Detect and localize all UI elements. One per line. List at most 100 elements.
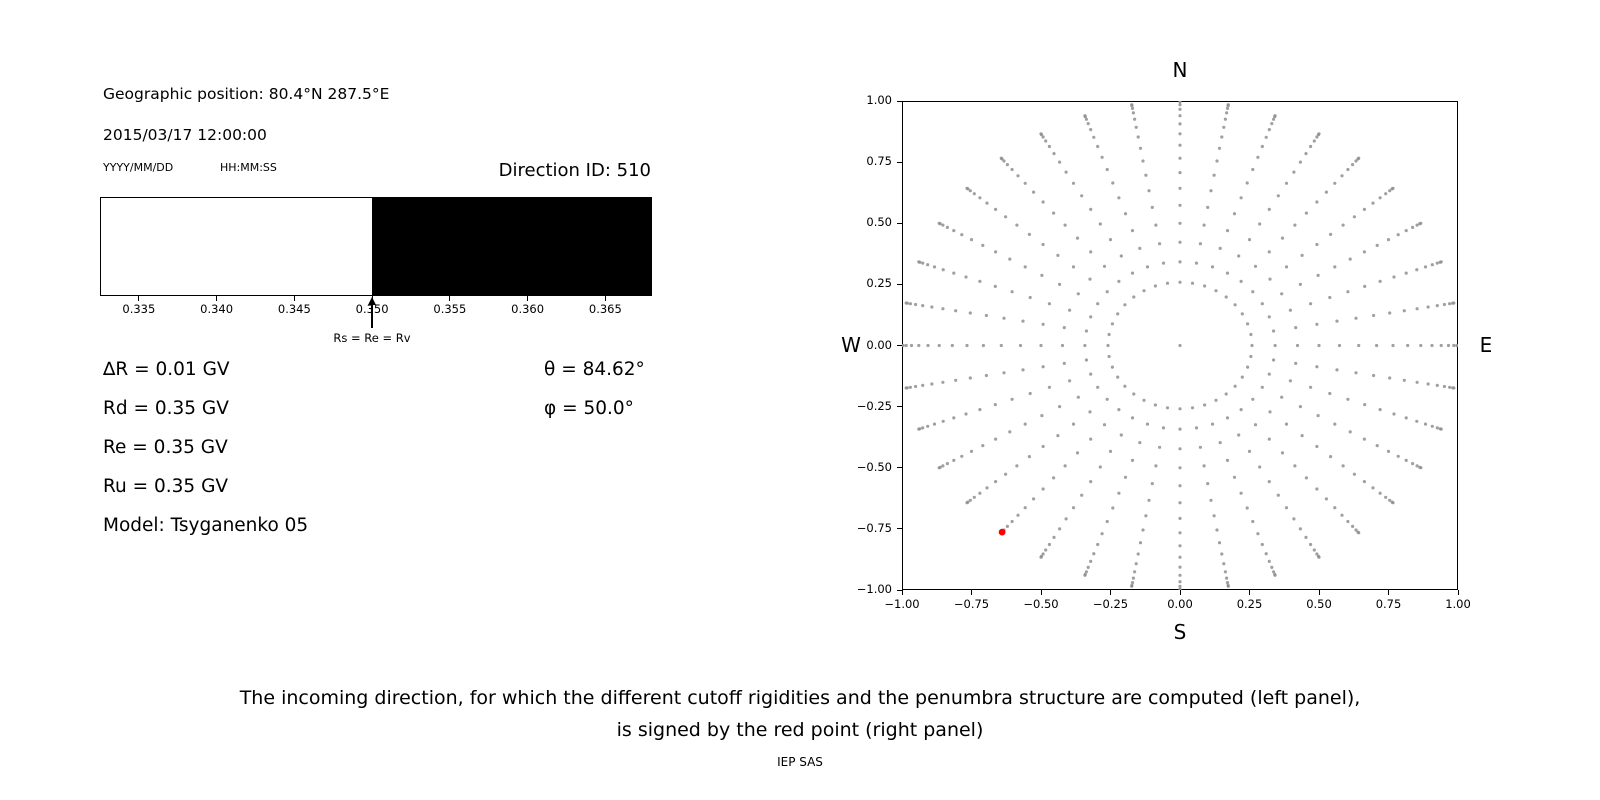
direction-grid-dot: [1315, 365, 1319, 369]
direction-grid-dot: [904, 343, 908, 348]
direction-grid-dot: [909, 343, 914, 348]
time-format-hint: HH:MM:SS: [220, 161, 277, 174]
direction-grid-dot: [1178, 107, 1182, 111]
direction-grid-dot: [1448, 385, 1452, 389]
direction-grid-dot: [1005, 524, 1009, 528]
direction-grid-dot: [1041, 365, 1045, 369]
direction-grid-dot: [1107, 332, 1111, 337]
direction-grid-dot: [1415, 419, 1419, 423]
direction-plot: [902, 101, 1458, 590]
y-tick-label: −0.25: [856, 398, 892, 413]
direction-grid-dot: [1404, 416, 1408, 420]
direction-grid-dot: [1362, 480, 1366, 484]
direction-grid-dot: [1357, 156, 1361, 160]
direction-grid-dot: [1209, 189, 1213, 193]
direction-grid-dot: [1178, 573, 1182, 577]
x-tick-label: −0.50: [1023, 597, 1059, 611]
x-tick-mark: [1249, 590, 1250, 595]
direction-grid-dot: [941, 419, 945, 423]
direction-grid-dot: [969, 238, 974, 242]
direction-grid-dot: [1391, 501, 1395, 505]
direction-grid-dot: [1329, 232, 1333, 236]
direction-grid-dot: [1105, 167, 1109, 172]
direction-grid-dot: [1039, 555, 1043, 559]
direction-grid-dot: [1058, 160, 1062, 164]
direction-grid-dot: [941, 380, 945, 384]
direction-grid-dot: [1226, 584, 1230, 588]
direction-grid-dot: [1372, 313, 1376, 318]
direction-grid-dot: [1132, 295, 1136, 299]
direction-grid-dot: [1392, 275, 1396, 279]
direction-grid-dot: [930, 305, 934, 309]
x-tick-mark: [1110, 590, 1111, 595]
direction-grid-dot: [1439, 260, 1443, 264]
direction-grid-dot: [1194, 426, 1199, 430]
direction-grid-dot: [1346, 397, 1350, 401]
direction-grid-dot: [932, 422, 937, 426]
y-tick-label: −0.50: [856, 459, 892, 474]
direction-grid-dot: [1272, 570, 1276, 574]
direction-grid-dot: [1178, 516, 1182, 520]
direction-grid-dot: [1047, 542, 1051, 547]
direction-grid-dot: [1144, 173, 1148, 177]
direction-grid-dot: [1117, 491, 1121, 495]
credit-text: IEP SAS: [777, 755, 823, 769]
direction-grid-dot: [1063, 464, 1067, 468]
direction-grid-dot: [1386, 238, 1391, 242]
y-tick-label: −0.75: [856, 520, 892, 535]
direction-grid-dot: [1415, 464, 1419, 468]
direction-grid-dot: [1145, 422, 1150, 426]
direction-grid-dot: [1351, 524, 1355, 528]
direction-grid-dot: [1178, 280, 1182, 284]
direction-grid-dot: [1316, 273, 1320, 277]
direction-grid-dot: [1298, 527, 1302, 531]
direction-grid-dot: [1062, 361, 1066, 365]
direction-grid-dot: [1089, 480, 1093, 484]
direction-grid-dot: [1117, 408, 1121, 412]
direction-grid-dot: [1058, 405, 1062, 409]
direction-grid-dot: [1210, 422, 1215, 426]
direction-grid-dot: [921, 261, 925, 265]
direction-grid-dot: [1044, 548, 1048, 552]
direction-grid-dot: [999, 343, 1003, 348]
direction-grid-dot: [1202, 223, 1206, 227]
direction-grid-dot: [1136, 552, 1140, 556]
direction-grid-dot: [1130, 271, 1135, 275]
direction-grid-dot: [1150, 482, 1154, 486]
direction-grid-dot: [1105, 519, 1109, 524]
x-tick-label: −0.25: [1092, 597, 1129, 611]
penumbra-tick-label: 0.345: [277, 302, 311, 316]
direction-grid-dot: [1304, 476, 1308, 480]
direction-grid-dot: [1058, 527, 1062, 531]
direction-grid-dot: [1237, 254, 1241, 258]
direction-grid-dot: [1220, 135, 1224, 139]
direction-grid-dot: [1133, 117, 1137, 121]
direction-grid-dot: [981, 243, 985, 247]
direction-grid-dot: [1016, 513, 1020, 517]
direction-grid-dot: [1267, 480, 1271, 484]
direction-grid-dot: [1161, 426, 1166, 430]
direction-grid-dot: [1256, 155, 1260, 159]
direction-grid-dot: [1260, 385, 1264, 389]
direction-grid-dot: [1005, 163, 1009, 167]
direction-grid-dot: [1439, 427, 1443, 431]
direction-grid-dot: [1178, 501, 1182, 505]
direction-grid-dot: [1249, 354, 1253, 359]
direction-grid-dot: [1273, 343, 1277, 348]
direction-grid-dot: [1178, 114, 1182, 118]
direction-grid-dot: [1116, 375, 1120, 379]
direction-grid-dot: [1161, 261, 1166, 265]
direction-grid-dot: [1260, 302, 1264, 306]
direction-grid-dot: [1304, 211, 1308, 215]
direction-grid-dot: [932, 265, 937, 269]
direction-grid-dot: [1251, 167, 1255, 172]
direction-grid-dot: [1178, 122, 1182, 126]
direction-grid-dot: [1237, 433, 1241, 437]
re-text: Re = 0.35 GV: [103, 437, 228, 458]
direction-grid-dot: [1251, 519, 1255, 524]
direction-grid-dot: [1062, 326, 1066, 330]
direction-grid-dot: [945, 462, 949, 466]
penumbra-tick-label: 0.350: [355, 302, 389, 316]
direction-grid-dot: [1010, 397, 1014, 401]
direction-grid-dot: [1178, 588, 1182, 590]
